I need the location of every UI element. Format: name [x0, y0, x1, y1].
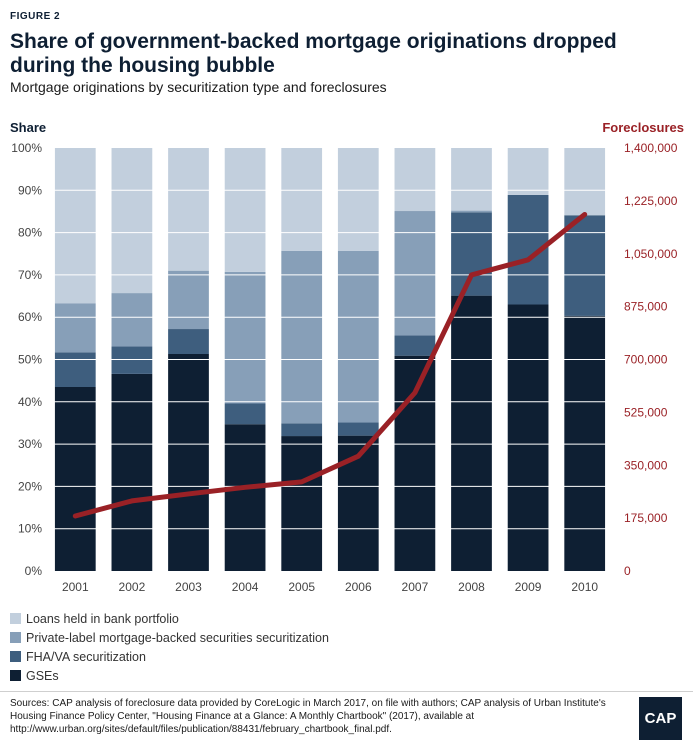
left-axis-title: Share [10, 120, 46, 135]
left-tick-label: 80% [18, 226, 42, 240]
bar-gses-2010 [564, 315, 606, 571]
bar-bank-portfolio-2010 [564, 148, 606, 216]
bar-gses-2005 [281, 436, 323, 571]
right-tick-label: 1,225,000 [624, 194, 678, 208]
foreclosures-line [72, 211, 588, 519]
bar-bank-portfolio-2001 [54, 148, 96, 304]
divider [0, 691, 693, 692]
bar-bank-portfolio-2003 [168, 148, 209, 271]
legend-item: Private-label mortgage-backed securities… [10, 628, 329, 647]
bar-fha-va-2006 [337, 422, 379, 436]
legend-label: Loans held in bank portfolio [26, 611, 179, 626]
legend-swatch [10, 670, 21, 681]
left-tick-label: 40% [18, 395, 42, 409]
right-tick-label: 350,000 [624, 458, 668, 472]
left-tick-label: 70% [18, 268, 42, 282]
x-tick-label: 2010 [571, 580, 598, 594]
bar-gses-2003 [168, 354, 209, 571]
bar-gses-2002 [111, 373, 153, 571]
bar-fha-va-2005 [281, 423, 323, 437]
left-tick-label: 100% [11, 141, 42, 155]
x-tick-label: 2005 [288, 580, 315, 594]
left-tick-label: 30% [18, 437, 42, 451]
bar-fha-va-2002 [111, 346, 153, 374]
right-tick-label: 700,000 [624, 353, 668, 367]
bar-private-label-2001 [54, 303, 96, 353]
left-tick-label: 50% [18, 353, 42, 367]
stacked-bar-chart: 0% 10% 20% 30% 40% 50% 60% 70% 80% 90% 100% 0 175,0… [10, 120, 684, 594]
foreclosures-line-layer [72, 211, 588, 519]
left-tick-label: 0% [25, 564, 43, 578]
bars-layer [54, 148, 606, 571]
legend-item: FHA/VA securitization [10, 647, 329, 666]
left-tick-label: 20% [18, 479, 42, 493]
x-tick-label: 2002 [119, 580, 146, 594]
right-axis-title: Foreclosures [602, 120, 684, 135]
x-tick-label: 2001 [62, 580, 89, 594]
cap-logo: CAP [639, 697, 682, 740]
bar-gses-2009 [507, 304, 549, 571]
x-tick-label: 2007 [402, 580, 429, 594]
bar-private-label-2006 [337, 250, 379, 423]
legend-swatch [10, 632, 21, 643]
bar-gses-2004 [224, 424, 266, 571]
legend-label: FHA/VA securitization [26, 649, 146, 664]
x-tick-label: 2006 [345, 580, 372, 594]
bar-fha-va-2008 [451, 212, 492, 296]
legend-swatch [10, 613, 21, 624]
bar-bank-portfolio-2008 [451, 148, 492, 211]
bar-bank-portfolio-2006 [337, 148, 379, 251]
bar-bank-portfolio-2002 [111, 148, 153, 294]
legend-label: Private-label mortgage-backed securities… [26, 630, 329, 645]
bar-private-label-2005 [281, 250, 323, 424]
bar-bank-portfolio-2007 [394, 148, 436, 212]
x-tick-label: 2004 [232, 580, 259, 594]
bar-private-label-2002 [111, 293, 153, 347]
x-tick-label: 2008 [458, 580, 485, 594]
bar-gses-2001 [54, 387, 96, 571]
sources-note: Sources: CAP analysis of foreclosure dat… [10, 698, 606, 735]
left-tick-label: 10% [18, 522, 42, 536]
left-tick-label: 60% [18, 310, 42, 324]
left-tick-label: 90% [18, 183, 42, 197]
bar-bank-portfolio-2009 [507, 148, 549, 195]
chart-title: Share of government-backed mortgage orig… [10, 30, 617, 77]
legend-label: GSEs [26, 668, 59, 683]
bar-private-label-2003 [168, 270, 209, 330]
bar-fha-va-2001 [54, 352, 96, 387]
right-tick-label: 1,400,000 [624, 141, 678, 155]
legend: Loans held in bank portfolio Private-labe… [10, 609, 329, 685]
bar-bank-portfolio-2005 [281, 148, 323, 251]
x-axis: 2001 2002 2003 2004 2005 2006 2007 2008 2009 2010 [62, 580, 598, 594]
gridlines-layer [47, 189, 613, 530]
right-tick-label: 875,000 [624, 300, 668, 314]
bar-fha-va-2010 [564, 215, 606, 316]
bar-private-label-2008 [451, 210, 492, 213]
right-tick-label: 525,000 [624, 405, 668, 419]
left-axis: 0% 10% 20% 30% 40% 50% 60% 70% 80% 90% 100% [11, 141, 42, 578]
chart-subtitle: Mortgage originations by securitization … [10, 79, 387, 95]
bar-fha-va-2007 [394, 335, 436, 356]
legend-item: GSEs [10, 666, 329, 685]
bar-fha-va-2003 [168, 329, 209, 354]
right-tick-label: 0 [624, 564, 631, 578]
x-tick-label: 2009 [515, 580, 542, 594]
bar-gses-2008 [451, 295, 492, 571]
right-tick-label: 1,050,000 [624, 247, 678, 261]
legend-swatch [10, 651, 21, 662]
bar-fha-va-2004 [224, 403, 266, 425]
right-tick-label: 175,000 [624, 511, 668, 525]
bar-bank-portfolio-2004 [224, 148, 266, 272]
bar-private-label-2004 [224, 271, 266, 404]
legend-item: Loans held in bank portfolio [10, 609, 329, 628]
bar-private-label-2007 [394, 211, 436, 336]
figure-label: FIGURE 2 [10, 11, 61, 22]
right-axis: 0 175,000 350,000 525,000 700,000 875,000 1,05… [624, 141, 678, 578]
x-tick-label: 2003 [175, 580, 202, 594]
